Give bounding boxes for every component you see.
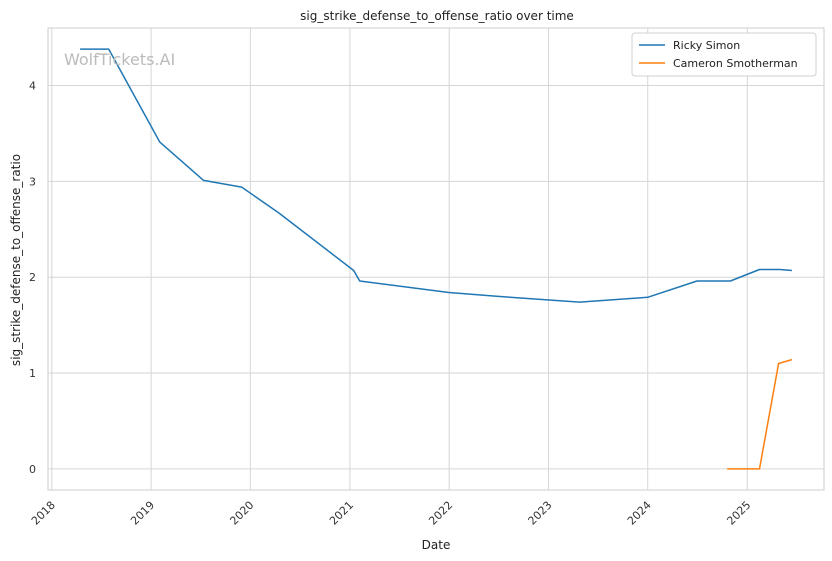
legend-box [631,32,817,77]
watermark: WolfTickets.AI [64,50,175,69]
series-layer [80,48,793,470]
y-tick-label: 4 [29,80,36,93]
legend-entry: Cameron Smotherman [673,57,798,70]
plot-area [47,27,825,491]
series-line-1 [727,358,793,470]
legend-entry: Ricky Simon [673,39,740,52]
y-axis-ticks: 0 1 2 3 4 [29,80,36,476]
y-tick-label: 1 [29,367,36,380]
chart-title: sig_strike_defense_to_offense_ratio over… [300,9,574,23]
x-axis-label: Date [422,538,451,552]
plot-frame [47,27,825,491]
gridlines [48,28,824,490]
y-axis-label: sig_strike_defense_to_offense_ratio [9,154,23,366]
y-tick-label: 0 [29,463,36,476]
series-line-0 [80,48,792,303]
y-tick-label: 2 [29,271,36,284]
y-tick-label: 3 [29,175,36,188]
legend: Ricky Simon Cameron Smotherman [631,32,817,77]
